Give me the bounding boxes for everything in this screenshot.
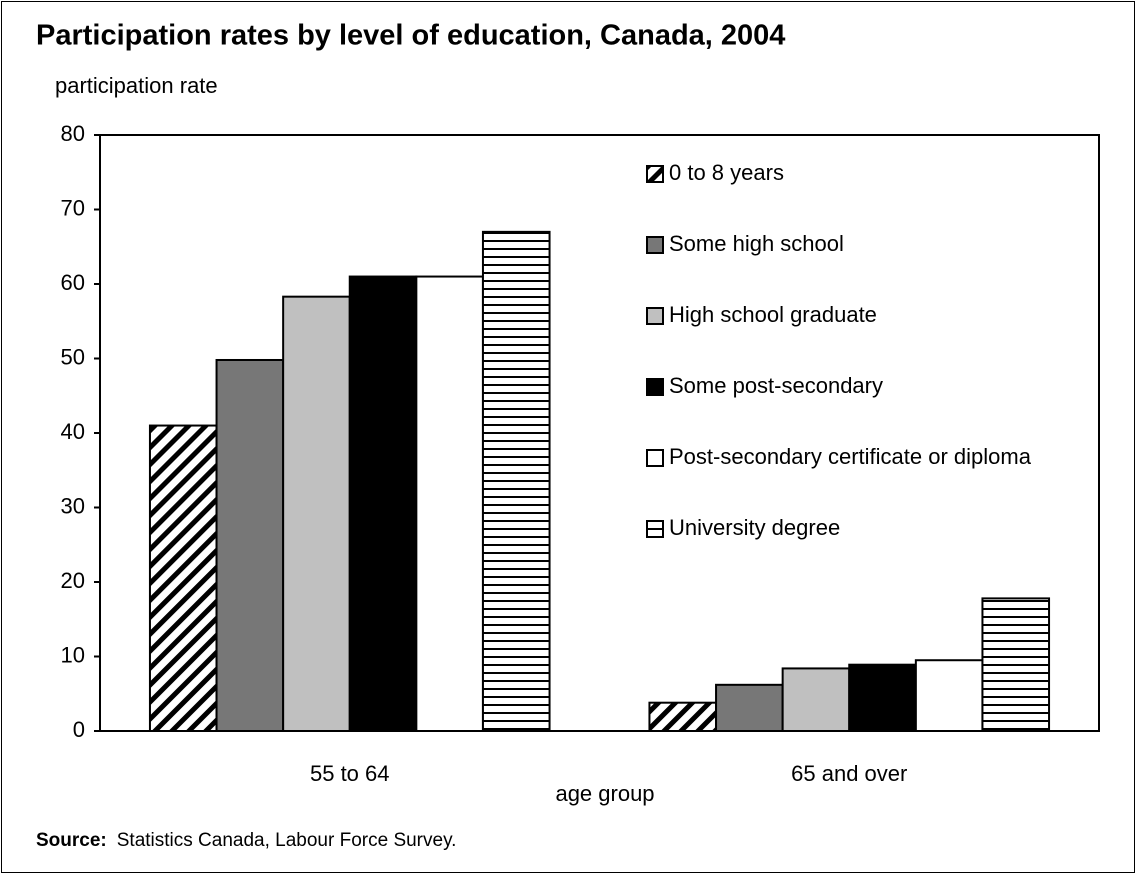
bar — [781, 667, 851, 732]
y-tick-label: 20 — [61, 568, 85, 593]
y-tick-label: 40 — [61, 419, 85, 444]
legend-item: Post-secondary certificate or diploma — [646, 441, 1036, 512]
legend-item: High school graduate — [646, 299, 1036, 370]
source: Source: Statistics Canada, Labour Force S… — [36, 830, 456, 852]
y-tick-label: 30 — [61, 493, 85, 518]
source-text: Statistics Canada, Labour Force Survey. — [116, 830, 457, 851]
y-tick-label: 10 — [61, 642, 85, 667]
legend-swatch — [646, 520, 664, 538]
legend-item: University degree — [646, 512, 1036, 583]
y-axis-label: participation rate — [55, 73, 218, 98]
y-tick-label: 80 — [61, 121, 85, 146]
legend-label: University degree — [669, 515, 841, 540]
x-tick-label: 55 to 64 — [310, 761, 390, 786]
y-tick-label: 70 — [61, 195, 85, 220]
legend: 0 to 8 years Some high school High school … — [646, 157, 1036, 583]
legend-swatch-rect — [646, 520, 664, 538]
bar — [481, 230, 551, 732]
bar — [148, 424, 218, 732]
bar — [282, 295, 351, 732]
legend-swatch — [646, 378, 664, 396]
x-axis-label: age group — [555, 781, 654, 806]
bar — [415, 275, 484, 732]
legend-label: Post-secondary certificate or diploma — [669, 444, 1031, 469]
legend-label: Some high school — [669, 231, 844, 256]
legend-swatch — [646, 165, 664, 183]
x-tick-label: 65 and over — [791, 761, 907, 786]
legend-swatch-rect — [646, 236, 664, 254]
source-label: Source: — [36, 830, 107, 851]
bar — [348, 275, 418, 732]
y-tick-label: 50 — [61, 344, 85, 369]
y-tick-label: 60 — [61, 270, 85, 295]
chart-title: Participation rates by level of educatio… — [36, 20, 785, 52]
legend-item: Some high school — [646, 228, 1036, 299]
legend-swatch-rect — [646, 378, 664, 396]
bar — [981, 597, 1051, 733]
legend-swatch — [646, 236, 664, 254]
legend-swatch-rect — [646, 307, 664, 325]
bar — [215, 358, 285, 732]
legend-item: Some post-secondary — [646, 370, 1036, 441]
legend-label: High school graduate — [669, 302, 877, 327]
legend-swatch-rect — [646, 165, 664, 183]
legend-item: 0 to 8 years — [646, 157, 1036, 228]
legend-swatch — [646, 307, 664, 325]
legend-swatch — [646, 449, 664, 467]
legend-label: 0 to 8 years — [669, 160, 784, 185]
bar — [914, 659, 984, 732]
legend-swatch-rect — [646, 449, 664, 467]
y-tick-label: 0 — [73, 717, 85, 742]
bar — [715, 683, 784, 732]
legend-label: Some post-secondary — [669, 373, 883, 398]
bar — [848, 663, 917, 733]
bar — [648, 701, 718, 733]
